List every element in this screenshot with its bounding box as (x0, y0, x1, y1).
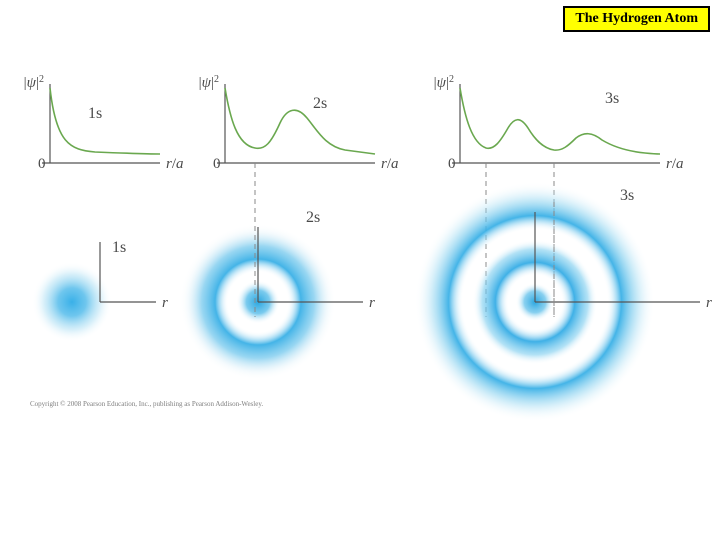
svg-text:0: 0 (448, 156, 456, 172)
copyright-text: Copyright © 2008 Pearson Education, Inc.… (30, 400, 263, 408)
title-box: The Hydrogen Atom (563, 6, 710, 32)
svg-text:0: 0 (213, 156, 221, 172)
svg-text:r/a: r/a (666, 156, 684, 172)
diagram-svg: |ψ|2 0 r/a 1s r 1s |ψ|2 0 r/a 2s r 2s |ψ|2 0 r/a 3s r 3s (0, 0, 720, 540)
svg-text:3s: 3s (605, 90, 619, 107)
svg-text:r: r (369, 295, 375, 311)
svg-text:2s: 2s (306, 209, 320, 226)
svg-text:r: r (706, 295, 712, 311)
svg-text:r/a: r/a (166, 156, 184, 172)
svg-text:|ψ|2: |ψ|2 (434, 74, 454, 91)
title-text: The Hydrogen Atom (575, 11, 698, 26)
svg-text:2s: 2s (313, 95, 327, 112)
svg-text:|ψ|2: |ψ|2 (24, 74, 44, 91)
svg-text:3s: 3s (620, 187, 634, 204)
svg-text:|ψ|2: |ψ|2 (199, 74, 219, 91)
svg-text:1s: 1s (88, 105, 102, 122)
svg-text:1s: 1s (112, 239, 126, 256)
svg-text:r: r (162, 295, 168, 311)
svg-text:0: 0 (38, 156, 46, 172)
svg-text:r/a: r/a (381, 156, 399, 172)
